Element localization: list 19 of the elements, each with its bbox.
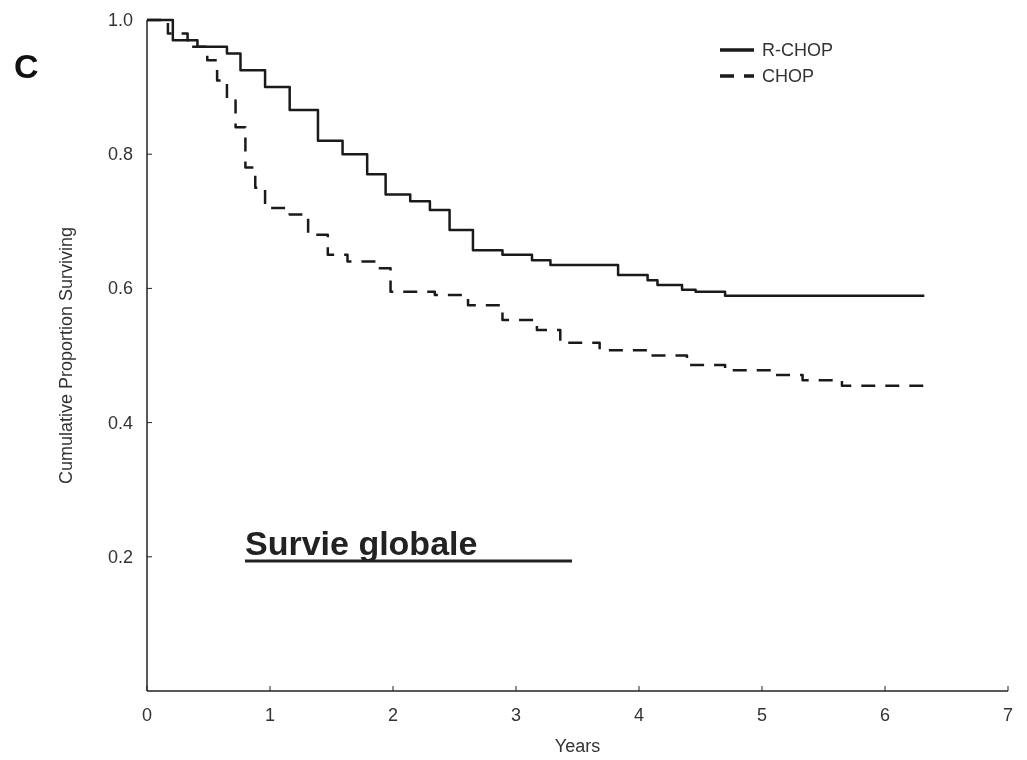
x-tick-label: 6 <box>879 705 891 725</box>
x-tick-label: 2 <box>387 705 399 725</box>
y-tick-label: 0.6 <box>107 278 133 299</box>
y-tick-label: 0.4 <box>107 412 133 433</box>
y-tick-label: 1.0 <box>107 10 133 30</box>
legend-label: R-CHOP <box>762 40 833 60</box>
x-axis-title: Years <box>554 736 601 756</box>
annotation: Survie globale <box>245 524 478 562</box>
y-tick-label: 0.2 <box>107 546 133 567</box>
x-tick-label: 5 <box>756 705 768 725</box>
legend-label: CHOP <box>762 66 815 86</box>
x-tick-label: 1 <box>264 705 276 725</box>
x-tick-label: 7 <box>1002 705 1014 725</box>
x-tick-label: 3 <box>510 705 522 725</box>
x-tick-label: 4 <box>633 705 645 725</box>
text: C <box>14 47 39 85</box>
x-tick-label: 0 <box>141 705 153 725</box>
y-axis-title: Cumulative Proportion Surviving <box>56 226 76 485</box>
y-tick-label: 0.8 <box>107 144 133 165</box>
